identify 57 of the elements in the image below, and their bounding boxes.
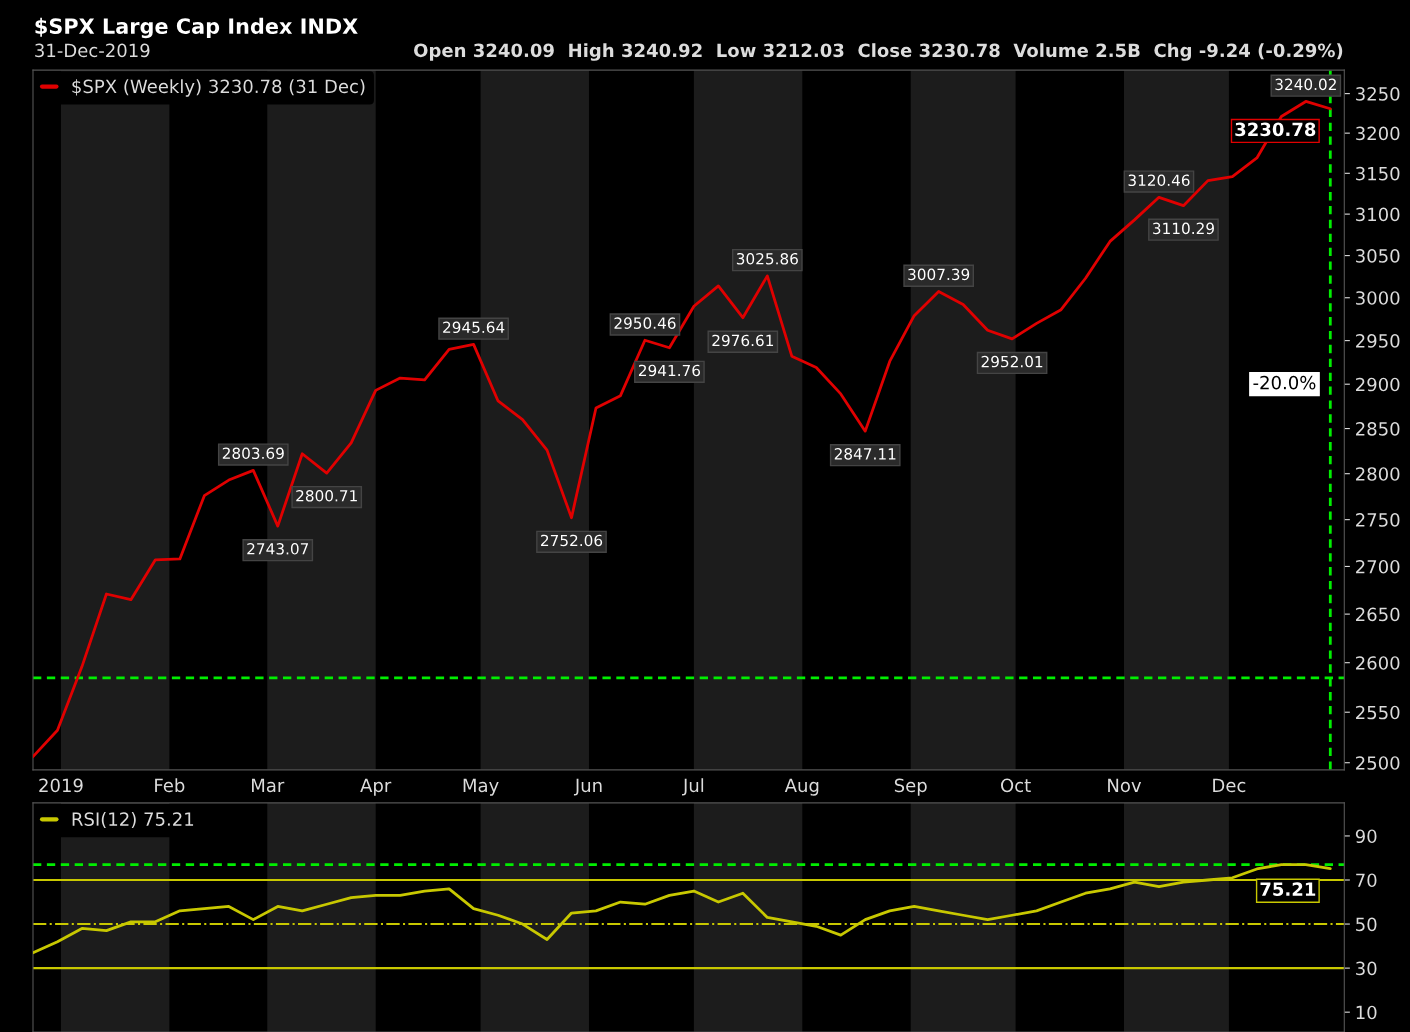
- y-tick-label: 2800: [1356, 467, 1400, 481]
- data-label: 3240.02: [1275, 78, 1336, 91]
- data-label: 2941.76: [638, 364, 701, 377]
- x-tick-label: May: [463, 778, 499, 796]
- x-tick-label: 2019: [39, 778, 83, 793]
- y-tick-label: 3150: [1356, 166, 1400, 181]
- x-tick-label: Dec: [1213, 778, 1246, 793]
- y-tick-label: 90: [1355, 829, 1377, 844]
- x-tick-label: Nov: [1108, 778, 1142, 793]
- y-tick-label: 2550: [1356, 705, 1400, 720]
- data-label: 2847.11: [834, 448, 896, 460]
- y-tick-label: 30: [1356, 961, 1377, 976]
- data-label: 3120.46: [1128, 174, 1190, 187]
- y-tick-label: 50: [1356, 917, 1377, 932]
- annotation: -20.0%: [1253, 375, 1316, 390]
- annotation: 75.21: [1260, 882, 1316, 896]
- y-tick-label: 10: [1356, 1005, 1377, 1020]
- y-tick-label: 2650: [1356, 607, 1400, 622]
- y-tick-label: 2600: [1356, 656, 1400, 670]
- y-tick-label: 70: [1356, 873, 1377, 888]
- y-tick-label: 3200: [1356, 126, 1400, 141]
- data-label: 2803.69: [222, 447, 284, 460]
- data-label: 3007.39: [908, 268, 970, 281]
- y-tick-label: 3000: [1356, 291, 1400, 305]
- y-tick-label: 2750: [1356, 513, 1400, 527]
- y-tick-label: 3100: [1356, 207, 1400, 222]
- x-tick-label: Aug: [784, 778, 819, 796]
- data-label: 2752.06: [541, 534, 603, 547]
- data-label: 2950.46: [614, 317, 676, 329]
- data-label: 2952.01: [981, 355, 1043, 368]
- y-tick-label: 3250: [1356, 87, 1400, 101]
- x-tick-label: Apr: [360, 778, 392, 796]
- x-tick-label: Jul: [682, 778, 704, 796]
- y-tick-label: 2950: [1356, 334, 1400, 348]
- x-tick-label: Sep: [894, 778, 927, 796]
- data-label: 2743.07: [247, 543, 309, 555]
- x-tick-label: Feb: [155, 778, 185, 793]
- data-label: 3110.29: [1153, 222, 1214, 235]
- chart-title: $SPX Large Cap Index INDX: [35, 17, 358, 39]
- x-tick-label: Jun: [573, 778, 602, 796]
- y-tick-label: 2850: [1356, 422, 1400, 436]
- text: Open 3240.09 High 3240.92 Low 3212.03 Close 3230.78 Volume 2.5B Chg -9.24 (-0.29%): [414, 43, 1343, 61]
- line-series: [32, 100, 1332, 758]
- legend-label: $SPX (Weekly) 3230.78 (31 Dec): [72, 79, 365, 97]
- y-tick-label: 3050: [1356, 249, 1400, 263]
- data-label: 3025.86: [736, 253, 798, 265]
- data-label: 2945.64: [443, 321, 505, 334]
- chart-subtitle: 31-Dec-2019: [35, 43, 150, 58]
- annotation: 3230.78: [1235, 122, 1316, 137]
- y-tick-label: 2700: [1356, 559, 1400, 574]
- legend-label: RSI(12) 75.21: [72, 811, 194, 829]
- y-tick-label: 2900: [1356, 377, 1400, 392]
- x-tick-label: Oct: [1001, 778, 1031, 793]
- y-tick-label: 2500: [1356, 756, 1400, 770]
- data-label: 2976.61: [712, 334, 774, 347]
- x-tick-label: Mar: [252, 778, 285, 793]
- data-label: 2800.71: [296, 489, 357, 502]
